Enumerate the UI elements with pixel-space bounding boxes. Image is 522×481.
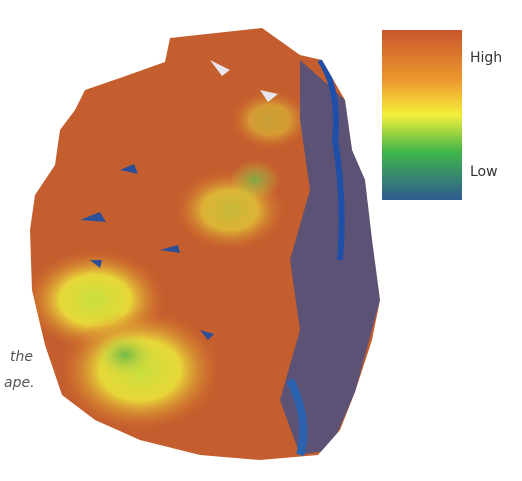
figure: High Low the ape. — [0, 0, 522, 481]
page: High Low the ape. (() => { const data = … — [0, 0, 522, 481]
legend-high: High — [470, 50, 502, 66]
map-raster — [0, 0, 400, 481]
color-scale — [382, 30, 462, 200]
legend-low: Low — [470, 164, 498, 180]
caption-line: ape. — [4, 375, 35, 391]
caption-line: the — [10, 349, 33, 365]
